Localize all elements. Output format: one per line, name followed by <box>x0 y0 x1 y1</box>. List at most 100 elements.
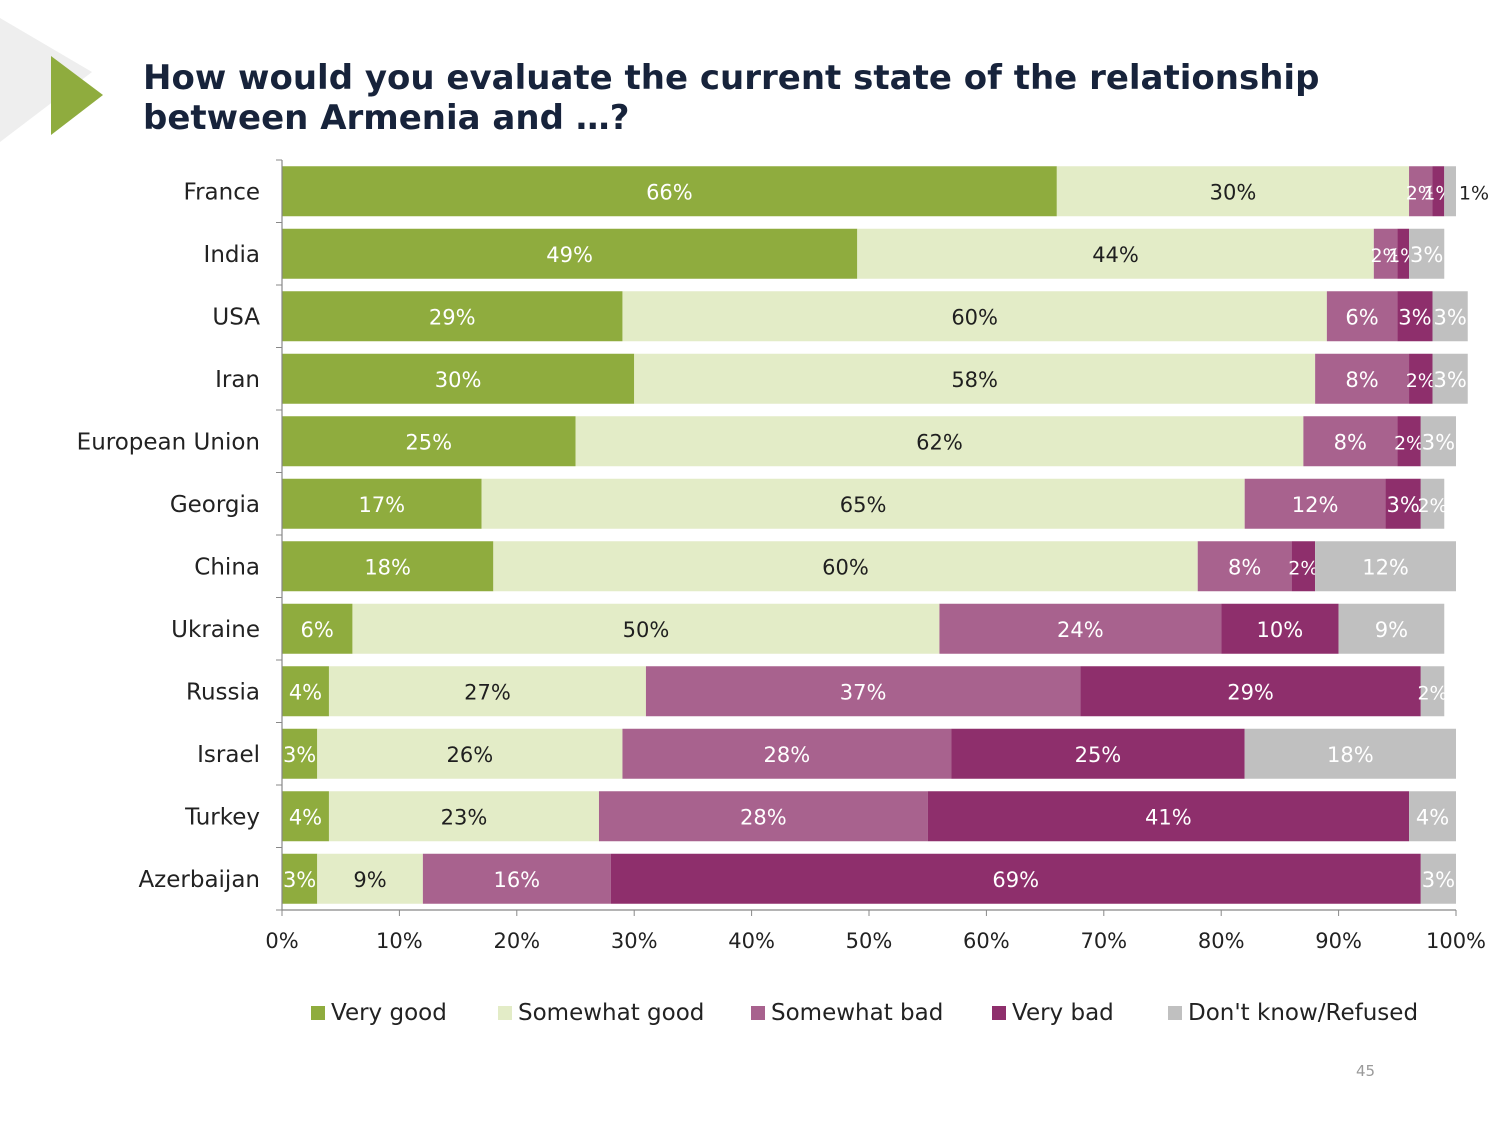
x-tick-label: 40% <box>728 929 775 953</box>
legend-item-don-t-know-refused: Don't know/Refused <box>1168 1000 1418 1026</box>
legend-swatch <box>498 1006 512 1020</box>
background-chevron-shape <box>0 18 92 142</box>
category-label-turkey: Turkey <box>184 804 260 830</box>
legend-label: Very good <box>331 1000 447 1026</box>
data-label-france-very-good: 66% <box>646 180 693 204</box>
data-label-iran-very-good: 30% <box>435 368 482 392</box>
x-tick-label: 20% <box>493 929 540 953</box>
data-label-azerbaijan-somewhat-good: 9% <box>353 868 386 892</box>
data-label-usa-very-bad: 3% <box>1398 305 1431 329</box>
category-label-european-union: European Union <box>77 429 260 455</box>
data-label-ukraine-very-good: 6% <box>301 618 334 642</box>
data-label-usa-don-t-know-refused: 3% <box>1433 305 1466 329</box>
data-label-india-very-good: 49% <box>546 243 593 267</box>
data-label-india-don-t-know-refused: 3% <box>1410 243 1443 267</box>
stacked-bar-chart: France 66% 30% 2%1% 1%India 49% 44% 2%1%3%USA 29… <box>77 159 1489 953</box>
data-label-ukraine-very-bad: 10% <box>1257 618 1304 642</box>
x-tick-label: 30% <box>611 929 658 953</box>
category-label-china: China <box>194 554 260 580</box>
bar-usa-don-t-know-refused <box>1432 291 1468 342</box>
bar-turkey-somewhat-good <box>328 791 599 842</box>
legend-item-somewhat-bad: Somewhat bad <box>751 1000 943 1026</box>
bar-russia-somewhat-bad <box>645 666 1081 717</box>
data-label-israel-very-good: 3% <box>283 743 316 767</box>
data-label-ukraine-don-t-know-refused: 9% <box>1375 618 1408 642</box>
bar-usa-very-good <box>282 291 623 342</box>
bar-france-somewhat-good <box>1056 166 1410 217</box>
bar-usa-somewhat-bad <box>1326 291 1398 342</box>
slide-decoration <box>0 18 103 142</box>
legend-label: Somewhat good <box>518 1000 705 1026</box>
bar-european-union-don-t-know-refused <box>1420 416 1456 467</box>
category-label-usa: USA <box>212 304 260 330</box>
chart-legend: Very good Somewhat good Somewhat bad Very b… <box>0 1000 1500 1034</box>
data-label-european-union-don-t-know-refused: 3% <box>1422 430 1455 454</box>
data-label-iran-very-bad: 2% <box>1406 370 1436 392</box>
data-label-china-very-bad: 2% <box>1288 557 1318 579</box>
data-label-turkey-somewhat-bad: 28% <box>740 805 787 829</box>
bar-france-somewhat-bad <box>1409 166 1433 217</box>
data-label-russia-somewhat-good: 27% <box>464 680 511 704</box>
data-label-azerbaijan-very-good: 3% <box>283 868 316 892</box>
category-label-russia: Russia <box>186 679 260 705</box>
bar-france-very-bad <box>1432 166 1445 217</box>
bar-china-somewhat-bad <box>1197 541 1292 592</box>
bar-georgia-somewhat-bad <box>1244 478 1386 529</box>
bar-usa-very-bad <box>1397 291 1433 342</box>
bar-turkey-don-t-know-refused <box>1409 791 1456 842</box>
bar-european-union-somewhat-good <box>575 416 1304 467</box>
legend-label: Don't know/Refused <box>1188 1000 1419 1026</box>
bar-india-very-bad <box>1397 228 1410 279</box>
bar-azerbaijan-very-good <box>282 853 318 904</box>
data-label-ukraine-somewhat-good: 50% <box>623 618 670 642</box>
data-label-france-don-t-know-refused: 1% <box>1459 182 1489 204</box>
data-label-azerbaijan-don-t-know-refused: 3% <box>1422 868 1455 892</box>
x-tick-label: 80% <box>1198 929 1245 953</box>
bar-israel-very-bad <box>951 728 1245 779</box>
data-label-usa-somewhat-bad: 6% <box>1345 305 1378 329</box>
data-label-turkey-very-bad: 41% <box>1145 805 1192 829</box>
bar-ukraine-somewhat-bad <box>939 603 1222 654</box>
bar-iran-don-t-know-refused <box>1432 353 1468 404</box>
legend-label: Somewhat bad <box>771 1000 944 1026</box>
bar-russia-don-t-know-refused <box>1420 666 1445 717</box>
data-label-israel-somewhat-good: 26% <box>446 743 493 767</box>
bar-israel-somewhat-bad <box>622 728 952 779</box>
bar-ukraine-somewhat-good <box>352 603 940 654</box>
legend-label: Very bad <box>1012 1000 1114 1026</box>
page-number: 45 <box>1356 1062 1376 1080</box>
category-label-india: India <box>204 242 260 268</box>
data-label-china-very-good: 18% <box>364 555 411 579</box>
data-label-georgia-somewhat-bad: 12% <box>1292 493 1339 517</box>
chart-title-line-2: between Armenia and …? <box>143 98 630 138</box>
bar-russia-very-bad <box>1080 666 1421 717</box>
title-arrow-icon <box>51 56 103 135</box>
data-label-india-somewhat-good: 44% <box>1092 243 1139 267</box>
data-label-china-somewhat-good: 60% <box>822 555 869 579</box>
chart-title: How would you evaluate the current state… <box>143 58 1343 138</box>
bar-ukraine-don-t-know-refused <box>1338 603 1445 654</box>
bar-iran-very-bad <box>1409 353 1433 404</box>
data-label-france-somewhat-bad: 2% <box>1406 182 1436 204</box>
bar-ukraine-very-good <box>282 603 353 654</box>
x-tick-label: 60% <box>963 929 1010 953</box>
data-label-turkey-don-t-know-refused: 4% <box>1416 805 1449 829</box>
data-label-china-somewhat-bad: 8% <box>1228 555 1261 579</box>
bar-china-very-good <box>282 541 494 592</box>
bar-turkey-very-bad <box>927 791 1410 842</box>
bar-georgia-very-bad <box>1385 478 1421 529</box>
data-label-georgia-very-good: 17% <box>358 493 405 517</box>
bar-turkey-very-good <box>282 791 329 842</box>
bar-georgia-don-t-know-refused <box>1420 478 1445 529</box>
data-label-usa-very-good: 29% <box>429 305 476 329</box>
data-label-azerbaijan-very-bad: 69% <box>992 868 1039 892</box>
data-label-russia-very-good: 4% <box>289 680 322 704</box>
bar-azerbaijan-somewhat-good <box>317 853 423 904</box>
data-label-iran-somewhat-bad: 8% <box>1345 368 1378 392</box>
bar-india-don-t-know-refused <box>1409 228 1445 279</box>
x-tick-label: 50% <box>846 929 893 953</box>
data-label-usa-somewhat-good: 60% <box>951 305 998 329</box>
category-label-iran: Iran <box>215 367 260 393</box>
data-label-georgia-somewhat-good: 65% <box>840 493 887 517</box>
bar-azerbaijan-don-t-know-refused <box>1420 853 1456 904</box>
